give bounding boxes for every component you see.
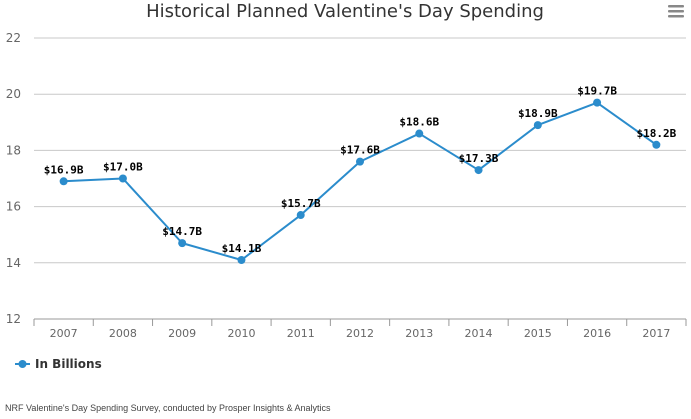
data-label: $17.3B: [459, 152, 499, 165]
data-label: $19.7B: [577, 85, 617, 98]
data-label: $18.9B: [518, 107, 558, 120]
x-tick-label: 2016: [583, 327, 611, 340]
hamburger-menu-icon: [668, 5, 684, 18]
y-tick-label: 16: [6, 200, 21, 214]
data-label: $14.7B: [162, 225, 202, 238]
x-tick-label: 2015: [524, 327, 552, 340]
chart-title: Historical Planned Valentine's Day Spend…: [146, 1, 544, 22]
series-in-billions: [59, 98, 661, 264]
data-point[interactable]: [593, 98, 602, 107]
x-tick-label: 2017: [642, 327, 670, 340]
legend-marker-icon: [18, 360, 27, 368]
data-label: $18.2B: [636, 127, 676, 140]
x-tick-label: 2008: [109, 327, 137, 340]
data-label: $18.6B: [399, 116, 439, 129]
y-tick-label: 12: [6, 312, 21, 326]
data-point[interactable]: [118, 174, 127, 183]
legend-label: In Billions: [35, 357, 102, 371]
legend-item[interactable]: In Billions: [15, 357, 102, 371]
data-label: $17.0B: [103, 161, 143, 174]
data-point[interactable]: [533, 121, 542, 130]
x-tick-label: 2011: [287, 327, 315, 340]
data-point[interactable]: [474, 166, 483, 175]
data-point[interactable]: [652, 140, 661, 149]
data-label: $15.7B: [281, 197, 321, 210]
x-tick-label: 2010: [227, 327, 255, 340]
series-line: [63, 101, 657, 261]
data-labels: $16.9B $17.0B $14.7B $14.1B $15.7B $17.6B $18.…: [44, 85, 677, 255]
data-point[interactable]: [59, 177, 68, 186]
x-tick-label: 2014: [465, 327, 493, 340]
x-tick-label: 2009: [168, 327, 196, 340]
y-tick-label: 22: [6, 31, 21, 45]
data-label: $16.9B: [44, 163, 84, 176]
gridlines: [34, 37, 686, 264]
data-point[interactable]: [356, 157, 364, 166]
data-point[interactable]: [178, 239, 187, 248]
data-label: $17.6B: [340, 144, 380, 157]
data-point[interactable]: [415, 129, 424, 138]
data-label: $14.1B: [222, 242, 262, 255]
y-tick-label: 14: [6, 256, 21, 270]
y-tick-label: 20: [6, 87, 21, 101]
y-tick-label: 18: [6, 143, 21, 157]
x-tick-label: 2012: [346, 327, 374, 340]
x-tick-label: 2013: [405, 327, 433, 340]
x-tick-label: 2007: [50, 327, 78, 340]
x-axis: 2007 2008 2009 2010 2011 2012 2013 2014 2015 2016…: [33, 318, 687, 340]
credits: NRF Valentine's Day Spending Survey, con…: [5, 403, 331, 413]
data-point[interactable]: [237, 255, 246, 264]
y-axis: 12 14 16 18 20 22: [6, 31, 21, 326]
data-point[interactable]: [296, 211, 305, 220]
menu-button[interactable]: [665, 2, 687, 22]
